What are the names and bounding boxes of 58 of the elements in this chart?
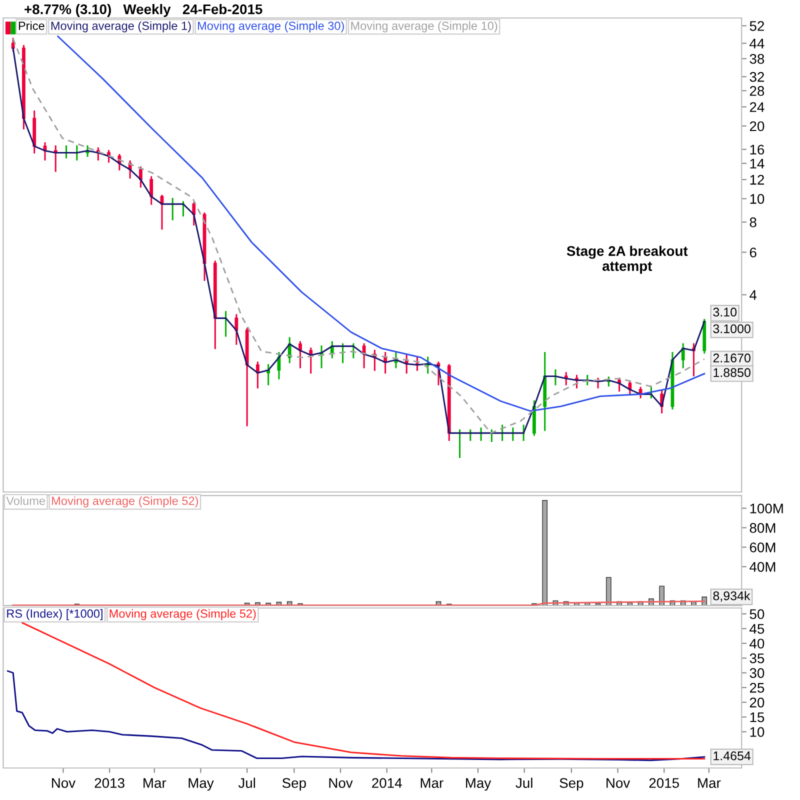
text: Moving average (Simple 52) bbox=[52, 496, 198, 508]
x-tick-label: 2013 bbox=[94, 778, 124, 788]
y-tick-label: 24 bbox=[750, 102, 764, 112]
x-tick-label: Jul bbox=[516, 778, 532, 788]
annotation: 1.4654 bbox=[714, 751, 751, 760]
y-tick-label: 32 bbox=[750, 72, 764, 82]
x-tick-label: May bbox=[466, 778, 492, 791]
y-tick-label: 28 bbox=[750, 86, 764, 96]
x-tick-label: May bbox=[188, 778, 214, 791]
y-tick-label: 80M bbox=[750, 523, 776, 533]
y-tick-label: 8 bbox=[750, 217, 756, 228]
y-tick-label: 45 bbox=[750, 624, 764, 634]
y-tick-label: 25 bbox=[750, 682, 764, 693]
y-tick-label: 100M bbox=[750, 504, 783, 514]
y-tick-label: 12 bbox=[750, 174, 764, 185]
text: Moving average (Simple 1) bbox=[51, 21, 191, 32]
x-tick-label: Nov bbox=[52, 778, 76, 788]
x-tick-label: Jul bbox=[238, 778, 256, 788]
annotation: Stage 2A breakout attempt bbox=[566, 246, 688, 274]
y-tick-label: 50 bbox=[750, 609, 764, 620]
annotation: 3.10 bbox=[713, 308, 737, 317]
y-tick-label: 38 bbox=[750, 54, 764, 64]
x-tick-label: Nov bbox=[329, 778, 353, 788]
y-tick-label: 6 bbox=[750, 248, 756, 258]
annotation: 1.8850 bbox=[714, 368, 750, 378]
y-tick-label: 60M bbox=[750, 542, 776, 552]
legend-label: Price bbox=[18, 21, 44, 30]
y-tick-label: 15 bbox=[750, 712, 764, 722]
y-tick-label: 4 bbox=[750, 290, 757, 300]
y-tick-label: 10 bbox=[750, 727, 764, 737]
y-tick-label: 10 bbox=[750, 194, 764, 204]
y-tick-label: 35 bbox=[750, 653, 764, 664]
annotation: 8,934k bbox=[713, 591, 750, 602]
chart-title: +8.77% (3.10) Weekly 24-Feb-2015 bbox=[24, 4, 262, 17]
text: Moving average (Simple 10) bbox=[351, 21, 498, 32]
text: Moving average (Simple 30) bbox=[198, 21, 344, 32]
x-tick-label: Nov bbox=[606, 778, 630, 788]
y-tick-label: 52 bbox=[750, 21, 764, 31]
x-tick-label: Sep bbox=[560, 778, 584, 791]
x-tick-label: 2015 bbox=[649, 778, 679, 788]
x-tick-label: Mar bbox=[144, 778, 166, 788]
x-tick-label: Sep bbox=[282, 778, 306, 791]
x-tick-label: 2014 bbox=[372, 778, 402, 788]
y-tick-label: 16 bbox=[750, 144, 764, 155]
text: RS (Index) [*1000] bbox=[7, 609, 102, 620]
y-tick-label: 44 bbox=[750, 38, 764, 48]
y-tick-label: 30 bbox=[750, 668, 764, 678]
y-tick-label: 20 bbox=[750, 698, 764, 708]
y-tick-label: 14 bbox=[750, 158, 764, 168]
y-tick-label: 40M bbox=[750, 562, 776, 572]
x-tick-label: Mar bbox=[698, 778, 721, 788]
y-tick-label: 20 bbox=[750, 121, 764, 132]
text: Moving average (Simple 52) bbox=[110, 609, 256, 620]
y-tick-label: 40 bbox=[750, 638, 764, 649]
text: Volume bbox=[6, 496, 46, 506]
annotation: 3.1000 bbox=[713, 324, 750, 334]
x-tick-label: Mar bbox=[420, 778, 444, 788]
annotation: 2.1670 bbox=[713, 354, 750, 362]
